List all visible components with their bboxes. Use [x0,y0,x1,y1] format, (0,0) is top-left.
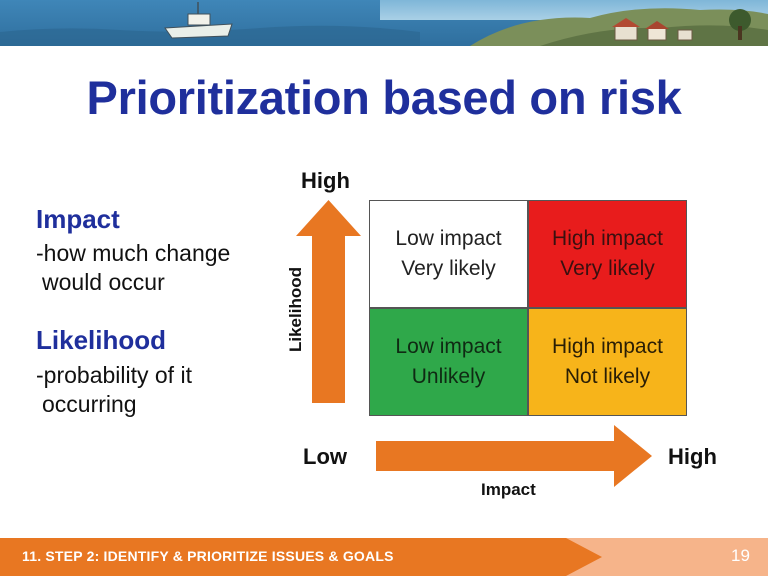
matrix-cell-high-impact-not-likely: High impact Not likely [528,308,687,416]
cell-line-1: High impact [552,227,663,250]
coastal-scene-illustration [0,0,768,46]
header-banner [0,0,768,46]
cell-line-1: Low impact [395,335,502,358]
cell-line-2: Very likely [401,257,496,280]
likelihood-heading: Likelihood [36,325,166,355]
boat-icon [164,2,233,39]
cell-line-2: Not likely [564,365,651,388]
cell-line-2: Very likely [560,257,655,280]
village-icon [612,18,693,41]
page-number: 19 [731,546,750,565]
likelihood-line-1: -probability of it [36,362,192,388]
risk-matrix: Low impact Very likely High impact Very … [369,200,687,416]
cell-line-1: High impact [552,335,663,358]
matrix-cell-low-impact-very-likely: Low impact Very likely [369,200,528,308]
likelihood-arrow [296,200,361,403]
matrix-cell-low-impact-unlikely: Low impact Unlikely [369,308,528,416]
y-axis-title: Likelihood [286,267,305,352]
impact-line-1: -how much change [36,240,231,266]
likelihood-line-2: occurring [42,391,137,417]
likelihood-description: -probability of it occurring [36,361,192,419]
footer-bar [0,538,768,576]
impact-description: -how much change would occur [36,239,230,297]
impact-line-2: would occur [42,269,165,295]
y-axis-high-label: High [301,168,350,193]
impact-arrow [376,425,652,487]
slide-title: Prioritization based on risk [86,71,682,124]
matrix-cell-high-impact-very-likely: High impact Very likely [528,200,687,308]
x-axis-low-label: Low [303,444,347,469]
cell-line-2: Unlikely [411,365,486,388]
impact-heading: Impact [36,204,120,234]
x-axis-title: Impact [481,480,536,499]
x-axis-high-label: High [668,444,717,469]
footer-section-label: 11. STEP 2: IDENTIFY & PRIORITIZE ISSUES… [22,548,394,564]
cell-line-1: Low impact [395,227,502,250]
tree-icon [729,9,751,40]
